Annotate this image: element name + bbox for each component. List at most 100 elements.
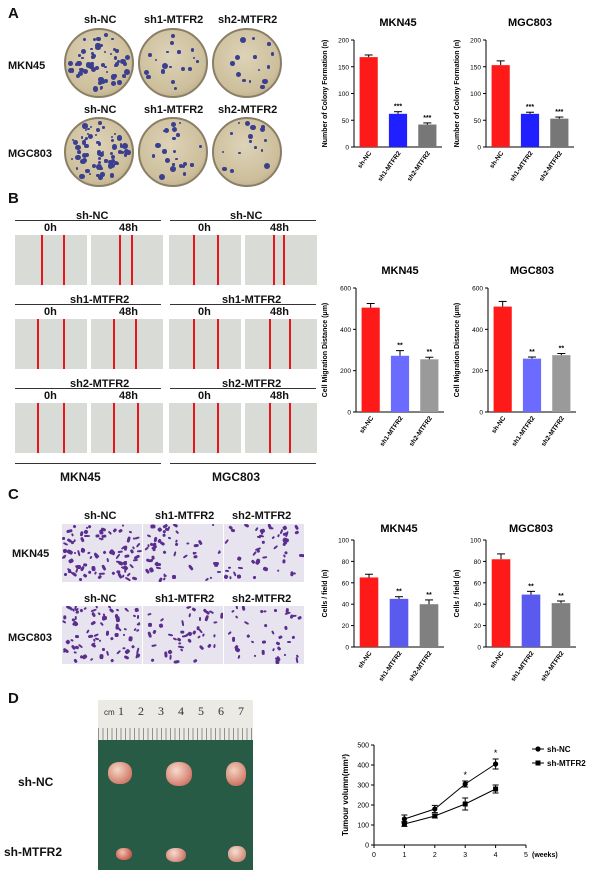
colony-dot <box>244 120 250 126</box>
colony-dot <box>103 33 108 38</box>
panel-label-c: C <box>8 486 19 503</box>
y-axis-label: Tumour volumn(mm³) <box>341 754 350 836</box>
stained-cell <box>86 628 91 634</box>
x-tick-label: sh-NC <box>491 415 508 435</box>
stained-cell <box>87 634 93 638</box>
stained-cell <box>283 654 286 657</box>
colony-dot <box>178 121 182 125</box>
significance-label: ** <box>427 349 433 356</box>
col-label: sh2-MTFR2 <box>218 104 278 116</box>
stained-cell <box>123 627 128 631</box>
stained-cell <box>86 551 91 555</box>
colony-dot <box>73 139 79 145</box>
stained-cell <box>252 575 257 580</box>
colony-dot <box>121 151 124 154</box>
transwell-image <box>224 524 304 582</box>
data-point <box>401 816 407 822</box>
stained-cell <box>283 532 289 537</box>
x-tick-label: 2 <box>433 852 437 859</box>
cell-line-label: MGC803 <box>212 470 261 484</box>
colony-dot <box>171 126 177 132</box>
stained-cell <box>124 654 131 660</box>
bar <box>418 124 437 147</box>
stained-cell <box>134 607 140 613</box>
stained-cell <box>95 533 100 538</box>
stained-cell <box>227 631 233 636</box>
stained-cell <box>261 555 267 559</box>
colony-dot <box>83 138 86 142</box>
colony-dot <box>89 125 93 129</box>
stained-cell <box>102 615 107 620</box>
stained-cell <box>224 574 229 580</box>
stained-cell <box>204 614 210 622</box>
ruler-number: 5 <box>198 704 204 718</box>
stained-cell <box>243 620 250 626</box>
bar <box>521 594 541 647</box>
legend-marker <box>535 746 541 752</box>
stained-cell <box>276 645 282 651</box>
x-tick-label: sh-NC <box>359 415 376 435</box>
time-label: 0h <box>44 222 57 234</box>
stained-cell <box>101 648 105 652</box>
stained-cell <box>135 628 140 632</box>
stained-cell <box>118 528 124 534</box>
stained-cell <box>106 558 110 563</box>
stained-cell <box>286 641 291 644</box>
y-axis-label: Number of Colony Formation (n) <box>454 40 461 148</box>
stained-cell <box>100 538 104 541</box>
col-label: sh2-MTFR2 <box>232 593 292 605</box>
colony-dot <box>76 150 82 155</box>
legend-label: sh-MTFR2 <box>547 759 586 768</box>
colony-dot <box>111 144 118 150</box>
stained-cell <box>63 572 68 577</box>
colony-dot <box>259 127 265 133</box>
stained-cell <box>115 560 122 564</box>
stained-cell <box>283 625 288 631</box>
bar <box>550 118 569 147</box>
colony-dot <box>114 61 120 66</box>
colony-dot <box>90 54 95 59</box>
divider <box>170 463 316 464</box>
stained-cell <box>108 607 115 614</box>
wound-image <box>91 319 163 369</box>
ruler-number: 4 <box>178 704 184 718</box>
stained-cell <box>255 558 262 565</box>
condition-label: sh-NC <box>76 210 109 222</box>
colony-dot <box>96 128 101 133</box>
stained-cell <box>122 646 126 650</box>
condition-label: sh2-MTFR2 <box>222 378 282 390</box>
colony-dot <box>195 60 199 63</box>
colony-dot <box>230 61 235 66</box>
stained-cell <box>74 634 80 638</box>
bar <box>361 307 380 412</box>
colony-dot <box>238 151 241 155</box>
stained-cell <box>115 552 121 559</box>
stained-cell <box>295 657 299 664</box>
colony-dot <box>82 37 86 41</box>
colony-dot <box>160 68 166 74</box>
stained-cell <box>166 648 173 655</box>
x-tick-label: 0 <box>372 852 376 859</box>
stained-cell <box>89 555 93 559</box>
colony-dot <box>84 143 89 149</box>
colony-dot <box>162 149 167 154</box>
colony-chart-mkn45: MKN45 Number of Colony Formation (n) 0 50 10… <box>322 17 442 183</box>
colony-dish <box>64 117 134 187</box>
stained-cell <box>186 638 192 644</box>
stained-cell <box>97 611 102 616</box>
colony-dot <box>151 154 156 158</box>
stained-cell <box>178 641 182 645</box>
significance-label: ** <box>528 583 534 590</box>
colony-dot <box>86 132 89 136</box>
colony-dot <box>171 34 176 39</box>
time-label: 0h <box>44 390 57 402</box>
stained-cell <box>167 536 171 539</box>
stained-cell <box>213 634 217 638</box>
stained-cell <box>124 554 130 559</box>
colony-dot <box>250 124 256 131</box>
colony-dot <box>261 149 264 152</box>
colony-dot <box>74 144 81 151</box>
bar <box>551 603 571 647</box>
colony-dot <box>155 59 158 62</box>
significance-label: * <box>494 748 498 758</box>
